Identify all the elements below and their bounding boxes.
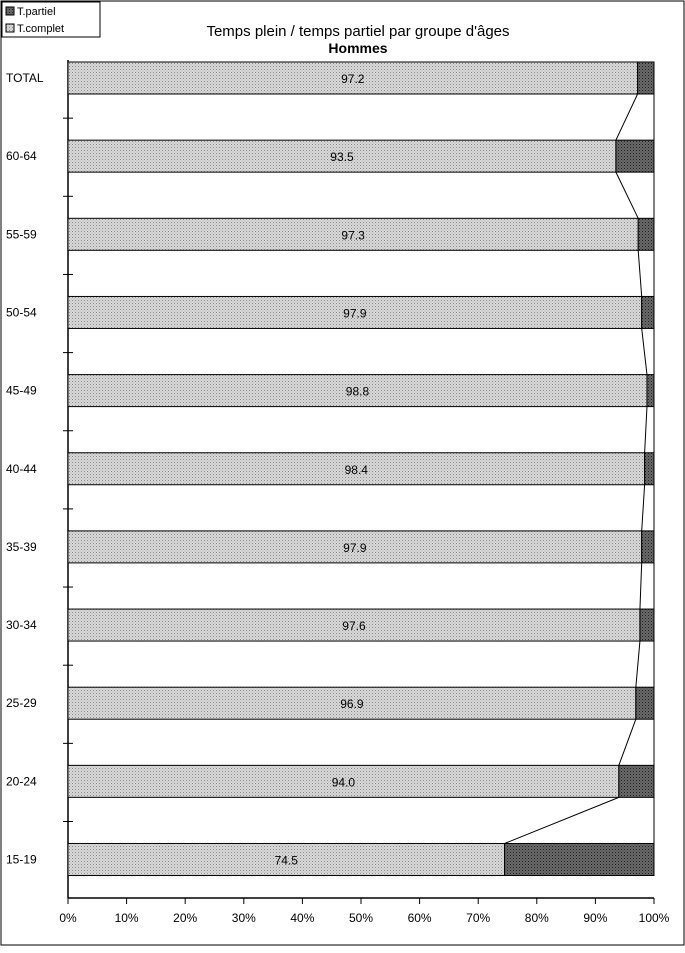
category-label: 55-59: [6, 227, 37, 241]
bar-partiel: [637, 217, 655, 251]
bar-partiel: [641, 295, 655, 329]
bar-complet: [67, 764, 620, 798]
category-label: 35-39: [6, 540, 37, 554]
x-tick-label: 40%: [290, 911, 314, 925]
x-tick-label: 60%: [408, 911, 432, 925]
category-label: 30-34: [6, 618, 37, 632]
category-label: 15-19: [6, 853, 37, 867]
bar-partiel: [637, 61, 655, 95]
series-line: [615, 171, 639, 219]
chart-subtitle: Hommes: [328, 40, 387, 56]
x-tick-label: 90%: [583, 911, 607, 925]
legend-label-complet: T.complet: [17, 23, 64, 35]
series-line: [637, 250, 643, 297]
bar-complet: [67, 608, 641, 642]
series-line: [641, 484, 646, 531]
plot-area: 0% 10% 20% 30% 40% 50% 60% 70% 80% 90% 100% 97.2 TOT…: [6, 60, 670, 925]
bar-complet: [67, 530, 643, 564]
data-label: 97.3: [341, 228, 365, 242]
series-line: [615, 93, 639, 141]
series-line: [639, 562, 643, 610]
bar-partiel: [644, 452, 655, 486]
data-label: 94.0: [332, 775, 356, 789]
data-label: 93.5: [330, 150, 354, 164]
category-label: 25-29: [6, 696, 37, 710]
series-line: [644, 406, 648, 453]
legend-box: [1, 1, 101, 38]
bar-partiel: [635, 686, 655, 720]
series-line: [618, 719, 637, 766]
x-tick-label: 80%: [525, 911, 549, 925]
chart-title: Temps plein / temps partiel par groupe d…: [206, 23, 509, 40]
x-tick-label: 20%: [173, 911, 197, 925]
legend-swatch-complet: [5, 23, 15, 33]
category-label: 20-24: [6, 774, 37, 788]
series-line: [504, 796, 620, 844]
x-tick-label: 10%: [115, 911, 139, 925]
bar-complet: [67, 843, 506, 876]
data-label: 97.9: [343, 541, 367, 555]
data-label: 97.6: [342, 619, 366, 633]
bar-partiel: [615, 139, 655, 173]
bar-partiel: [639, 608, 655, 642]
x-tick-label: 30%: [232, 911, 256, 925]
bar-complet: [67, 452, 646, 486]
bar-partiel: [646, 374, 655, 408]
series-line: [641, 328, 648, 375]
bar-complet: [67, 686, 637, 720]
legend-label-partiel: T.partiel: [17, 6, 56, 18]
category-label: 40-44: [6, 462, 37, 476]
x-tick-label: 100%: [639, 911, 670, 925]
data-label: 98.8: [346, 385, 370, 399]
category-label: TOTAL: [6, 71, 44, 85]
series-line: [635, 641, 641, 688]
x-tick-label: 0%: [59, 911, 77, 925]
data-label: 74.5: [275, 854, 299, 868]
legend-swatch-partiel: [5, 6, 15, 16]
data-label: 96.9: [340, 697, 364, 711]
data-label: 97.9: [343, 306, 367, 320]
bar-partiel: [618, 764, 655, 798]
legend: T.partiel T.complet: [1, 1, 101, 38]
bar-complet: [67, 61, 639, 95]
category-label: 45-49: [6, 384, 37, 398]
data-label: 98.4: [345, 463, 369, 477]
data-label: 97.2: [341, 72, 365, 86]
category-label: 50-54: [6, 305, 37, 319]
bar-partiel: [504, 843, 655, 876]
bar-complet: [67, 295, 643, 329]
x-tick-label: 70%: [466, 911, 490, 925]
category-label: 60-64: [6, 149, 37, 163]
bar-partiel: [641, 530, 655, 564]
x-tick-label: 50%: [349, 911, 373, 925]
